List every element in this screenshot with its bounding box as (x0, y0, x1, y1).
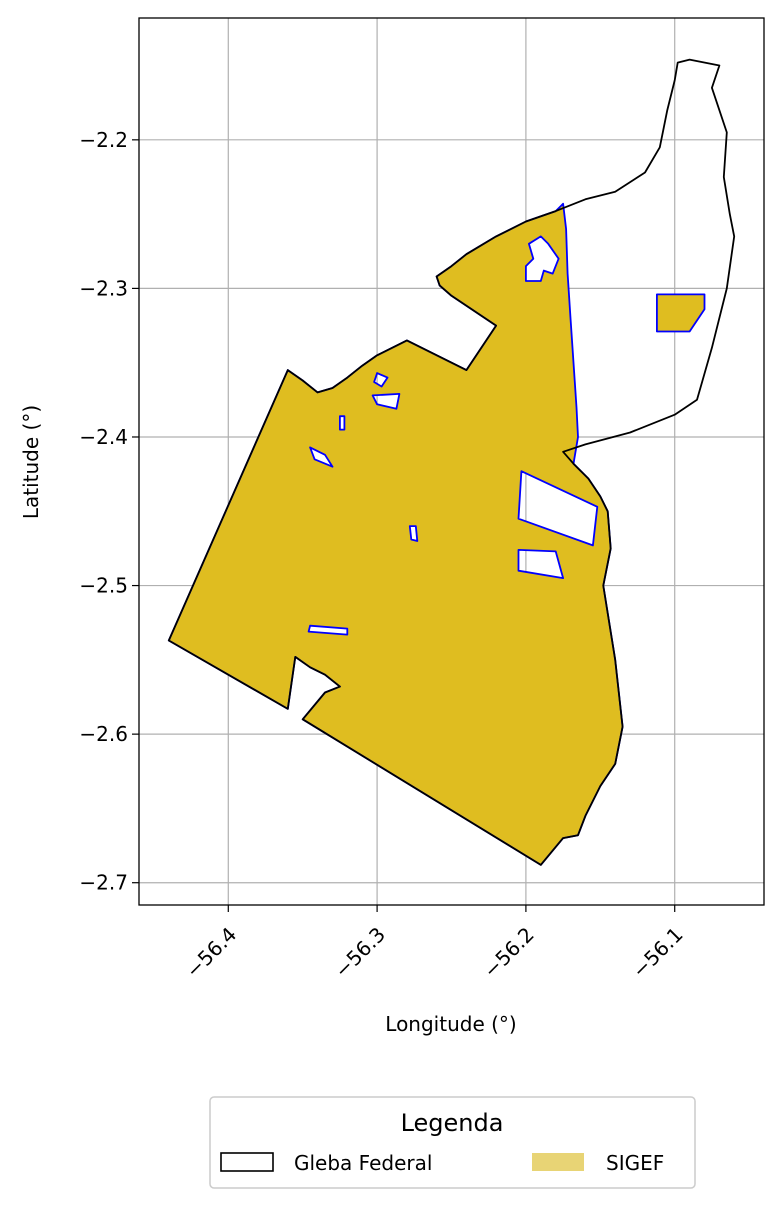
y-tick-label: −2.5 (79, 574, 128, 598)
x-axis-label: Longitude (°) (385, 1012, 516, 1036)
legend-swatch-gleba (220, 1152, 274, 1172)
y-axis-label: Latitude (°) (19, 405, 43, 519)
legend-label-gleba: Gleba Federal (294, 1151, 432, 1175)
sigef-parcel-east (656, 293, 706, 333)
y-tick-label: −2.7 (79, 871, 128, 895)
sigef-polygon (167, 202, 624, 866)
legend: Legenda Gleba Federal SIGEF (209, 1096, 696, 1189)
gleba-federal-outline (167, 58, 736, 866)
legend-label-sigef: SIGEF (606, 1151, 664, 1175)
legend-title: Legenda (401, 1109, 504, 1137)
y-tick-label: −2.3 (79, 276, 128, 300)
y-tick-label: −2.6 (79, 722, 128, 746)
plot-frame (138, 17, 765, 906)
map-polygons (167, 58, 736, 866)
legend-swatch-sigef (532, 1153, 584, 1171)
y-tick-label: −2.4 (79, 425, 128, 449)
y-tick-label: −2.2 (79, 128, 128, 152)
